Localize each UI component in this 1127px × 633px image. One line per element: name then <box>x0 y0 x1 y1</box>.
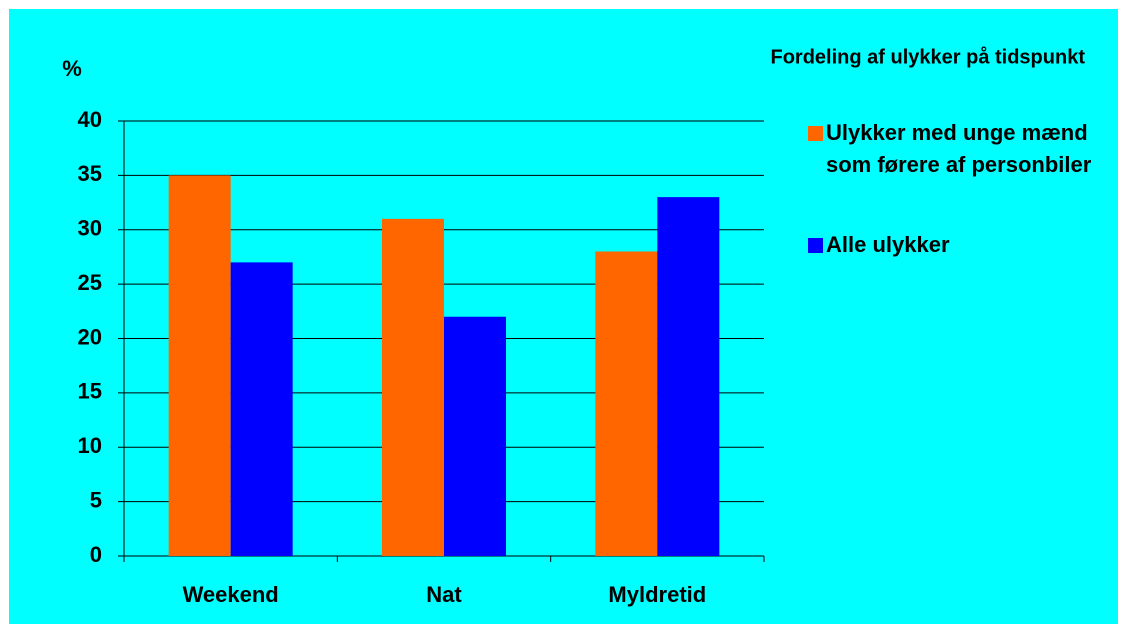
y-tick-label: 20 <box>78 324 102 349</box>
bar <box>444 316 506 556</box>
legend-entry: Alle ulykker <box>826 232 950 257</box>
bar <box>382 218 444 556</box>
y-tick-label: 10 <box>78 433 102 458</box>
legend-label: Alle ulykker <box>826 232 950 257</box>
bar <box>230 262 293 556</box>
legend-entry: Ulykker med unge mænd som førere af pers… <box>826 120 1092 177</box>
legend-swatch <box>808 126 823 141</box>
y-tick-label: 40 <box>78 107 102 132</box>
chart-title: Fordeling af ulykker på tidspunkt <box>771 45 1086 68</box>
legend-label: Ulykker med unge mænd som førere af pers… <box>826 120 1092 177</box>
y-tick-label: 15 <box>78 379 102 404</box>
bar <box>168 175 231 556</box>
y-tick-label: 0 <box>90 542 102 567</box>
y-axis-label: % <box>62 56 82 81</box>
y-tick-label: 30 <box>78 216 102 241</box>
x-tick-label: Nat <box>426 582 462 607</box>
x-tick-label: Weekend <box>183 582 279 607</box>
y-tick-label: 35 <box>78 161 102 186</box>
y-tick-label: 25 <box>78 270 102 295</box>
y-tick-label: 5 <box>90 487 102 512</box>
bar <box>657 197 720 556</box>
bar <box>595 251 658 556</box>
legend-swatch <box>808 238 823 253</box>
x-tick-label: Myldretid <box>608 582 706 607</box>
